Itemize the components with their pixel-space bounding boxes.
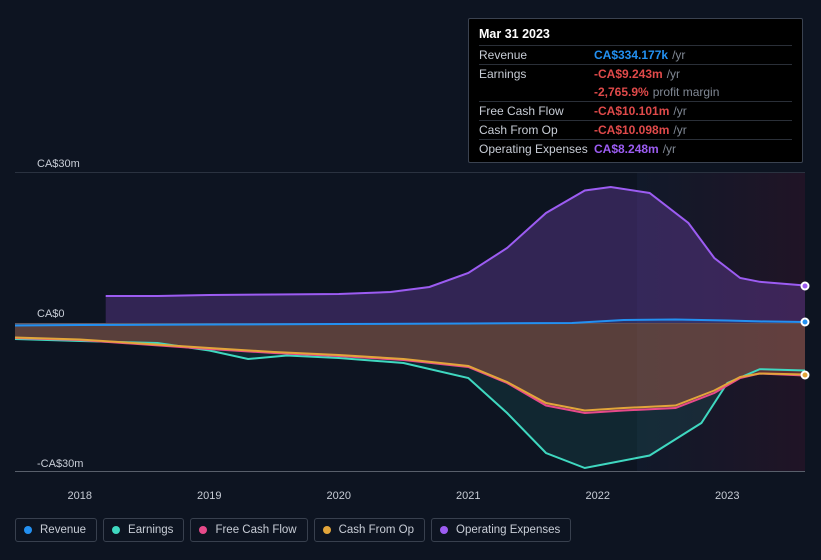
series-end-dot (801, 318, 810, 327)
series-svg (15, 173, 805, 473)
legend-label: Earnings (128, 524, 173, 536)
y-axis-label: CA$0 (37, 308, 65, 320)
tooltip-row-value: CA$8.248m (594, 142, 659, 156)
tooltip-row-value: -CA$10.098m (594, 123, 669, 137)
tooltip-row: Free Cash Flow-CA$10.101m/yr (479, 101, 792, 120)
legend-swatch (24, 526, 32, 534)
chart-tooltip: Mar 31 2023 RevenueCA$334.177k/yrEarning… (468, 18, 803, 163)
legend-swatch (199, 526, 207, 534)
tooltip-row-label (479, 85, 594, 99)
tooltip-row-unit: /yr (667, 67, 680, 81)
legend-item-earnings[interactable]: Earnings (103, 518, 184, 542)
tooltip-row-label: Operating Expenses (479, 142, 594, 156)
y-axis-label: CA$30m (37, 158, 80, 170)
tooltip-row-unit: /yr (663, 142, 676, 156)
x-axis-label: 2019 (197, 490, 221, 502)
tooltip-row-unit: profit margin (653, 85, 720, 99)
tooltip-row-value: -2,765.9% (594, 85, 649, 99)
tooltip-row: -2,765.9% profit margin (479, 83, 792, 101)
legend-item-cash-from-op[interactable]: Cash From Op (314, 518, 425, 542)
legend-item-revenue[interactable]: Revenue (15, 518, 97, 542)
tooltip-row-unit: /yr (673, 123, 686, 137)
area-opex (106, 187, 805, 323)
legend-swatch (112, 526, 120, 534)
plot-area[interactable] (15, 172, 805, 472)
x-axis-label: 2020 (327, 490, 351, 502)
tooltip-row: Operating ExpensesCA$8.248m/yr (479, 139, 792, 158)
tooltip-row-value: CA$334.177k (594, 48, 668, 62)
tooltip-rows: RevenueCA$334.177k/yrEarnings-CA$9.243m/… (479, 45, 792, 158)
series-end-dot (801, 281, 810, 290)
tooltip-row: Earnings-CA$9.243m/yr (479, 64, 792, 83)
legend-label: Revenue (40, 524, 86, 536)
tooltip-row: RevenueCA$334.177k/yr (479, 45, 792, 64)
tooltip-row-label: Cash From Op (479, 123, 594, 137)
legend-item-operating-expenses[interactable]: Operating Expenses (431, 518, 571, 542)
legend-swatch (440, 526, 448, 534)
legend-label: Free Cash Flow (215, 524, 296, 536)
tooltip-title: Mar 31 2023 (479, 27, 792, 41)
x-axis-label: 2021 (456, 490, 480, 502)
legend-item-free-cash-flow[interactable]: Free Cash Flow (190, 518, 307, 542)
tooltip-row-unit: /yr (672, 48, 685, 62)
tooltip-row-label: Free Cash Flow (479, 104, 594, 118)
tooltip-row-label: Revenue (479, 48, 594, 62)
tooltip-row-label: Earnings (479, 67, 594, 81)
y-axis-label: -CA$30m (37, 458, 83, 470)
x-axis-label: 2018 (68, 490, 92, 502)
tooltip-row-value: -CA$9.243m (594, 67, 663, 81)
legend-swatch (323, 526, 331, 534)
area-cashop (15, 323, 805, 411)
legend-label: Operating Expenses (456, 524, 560, 536)
tooltip-row: Cash From Op-CA$10.098m/yr (479, 120, 792, 139)
tooltip-row-value: -CA$10.101m (594, 104, 669, 118)
legend-label: Cash From Op (339, 524, 414, 536)
tooltip-row-unit: /yr (673, 104, 686, 118)
x-axis-label: 2022 (586, 490, 610, 502)
legend: Revenue Earnings Free Cash Flow Cash From O… (15, 518, 571, 542)
x-axis-label: 2023 (715, 490, 739, 502)
series-end-dot (801, 370, 810, 379)
